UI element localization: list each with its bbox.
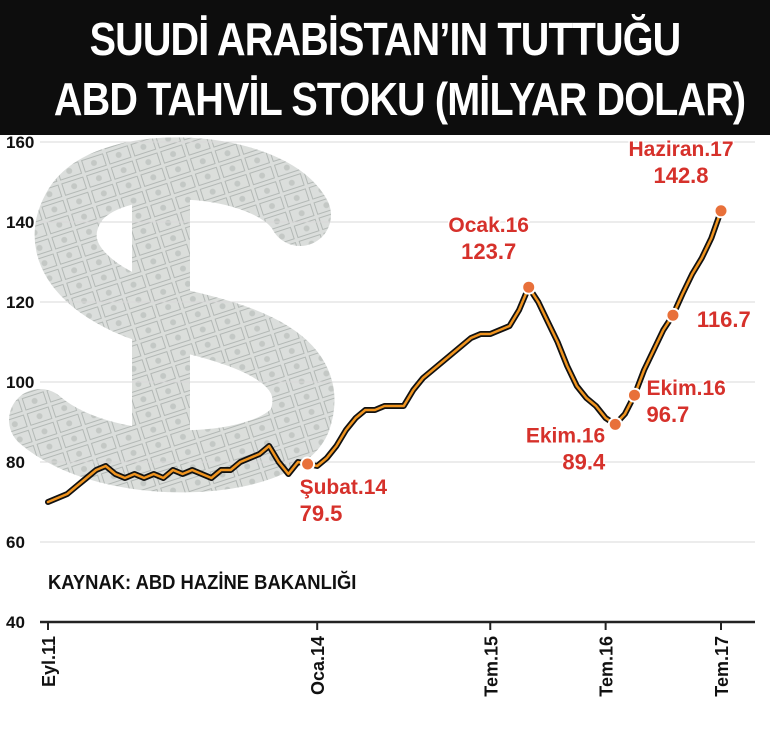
title-line-1: SUUDİ ARABİSTAN’IN TUTTUĞU [89,13,682,65]
point-marker [713,203,729,219]
series-line-fill [46,209,723,504]
gridlines [40,141,755,624]
y-tick-label: 80 [6,453,25,472]
point-marker [521,279,537,295]
dollar-sign-illustration [9,137,335,493]
annotation-label-value: 123.7 [461,239,516,264]
annotation-label-value: 79.5 [300,501,343,526]
x-tick-label: Tem.17 [712,636,732,697]
annotation-label-value: 96.7 [646,402,689,427]
point-marker [626,387,642,403]
point-markers [300,203,729,472]
title-banner: SUUDİ ARABİSTAN’IN TUTTUĞU ABD TAHVİL ST… [0,0,770,135]
y-tick-label: 120 [6,293,34,312]
point-marker [300,456,316,472]
annotation-labels: Şubat.1479.5Ocak.16123.7Ekim.1689.4Ekim.… [298,136,752,527]
x-tick-label: Oca.14 [308,636,328,695]
y-axis-ticks: 40 60 80 100 120 140 160 [6,133,34,632]
series-line [45,207,724,505]
annotation-label-name: Ekim.16 [526,424,605,447]
annotation-label-name: Şubat.14 [300,476,388,499]
x-axis-ticks: Eyl.11 Oca.14 Tem.15 Tem.16 Tem.17 [39,622,732,697]
annotation-label-value: 142.8 [653,163,708,188]
y-tick-label: 160 [6,133,34,152]
y-tick-label: 140 [6,213,34,232]
y-tick-label: 100 [6,373,34,392]
point-marker [607,416,623,432]
y-tick-label: 40 [6,613,25,632]
annotation-label-name: Ekim.16 [646,377,725,400]
x-tick-label: Eyl.11 [39,636,59,687]
annotation-label-name: Ocak.16 [448,214,529,237]
title-line-2: ABD TAHVİL STOKU (MİLYAR DOLAR) [53,73,746,125]
annotation-label-value: 116.7 [697,307,751,332]
y-tick-label: 60 [6,533,25,552]
x-tick-label: Tem.15 [481,636,501,697]
point-marker [665,307,681,323]
source-note: KAYNAK: ABD HAZİNE BAKANLIĞI [48,572,357,594]
annotation-label-name: Haziran.17 [628,138,733,161]
x-tick-label: Tem.16 [597,636,617,697]
annotation-label-value: 89.4 [562,449,606,474]
